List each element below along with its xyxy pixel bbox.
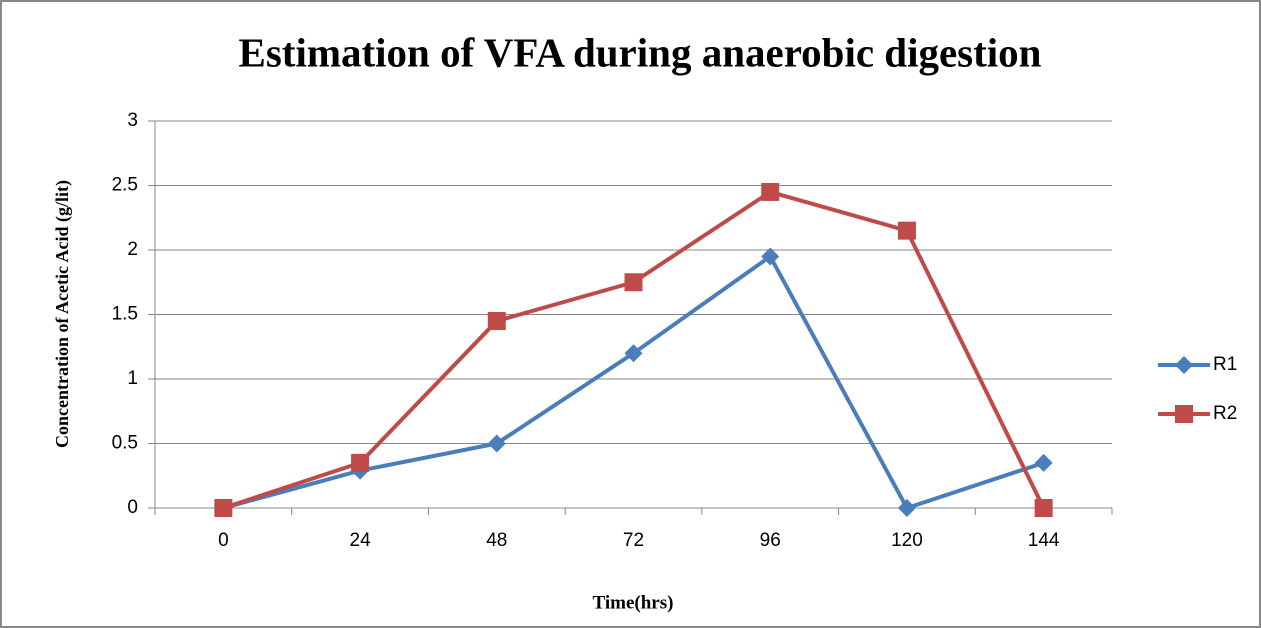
legend-label: R2 [1213,403,1237,424]
y-tick-label: 0 [127,497,138,518]
y-tick-label: 3 [127,110,138,131]
x-tick-label: 48 [486,530,507,551]
x-tick-label: 96 [760,530,781,551]
legend-marker [1175,405,1193,423]
data-point [624,273,643,292]
data-point [214,499,233,517]
x-tick-label: 144 [1028,530,1060,551]
data-point [1034,453,1053,472]
legend-label: R1 [1213,354,1237,375]
x-tick-label: 24 [350,530,372,551]
x-tick-label: 120 [891,530,923,551]
data-point [761,247,780,266]
y-tick-label: 2.5 [112,175,138,196]
data-point [761,182,780,201]
data-point [487,311,506,330]
legend-marker [1175,356,1193,374]
data-point [624,344,643,363]
x-tick-label: 72 [623,530,644,551]
y-tick-label: 2 [127,239,138,260]
chart-title: Estimation of VFA during anaerobic diges… [238,29,1041,75]
data-point [897,221,916,240]
data-point [487,434,506,453]
data-point [897,499,916,517]
y-tick-label: 0.5 [112,433,138,454]
y-axis-label: Concentration of Acetic Acid (g/lit) [52,180,73,448]
y-tick-label: 1.5 [112,304,138,325]
x-axis-label: Time(hrs) [593,592,674,613]
data-point [1034,499,1053,517]
data-point [351,453,370,472]
y-tick-label: 1 [127,368,138,389]
x-tick-label: 0 [218,530,229,551]
